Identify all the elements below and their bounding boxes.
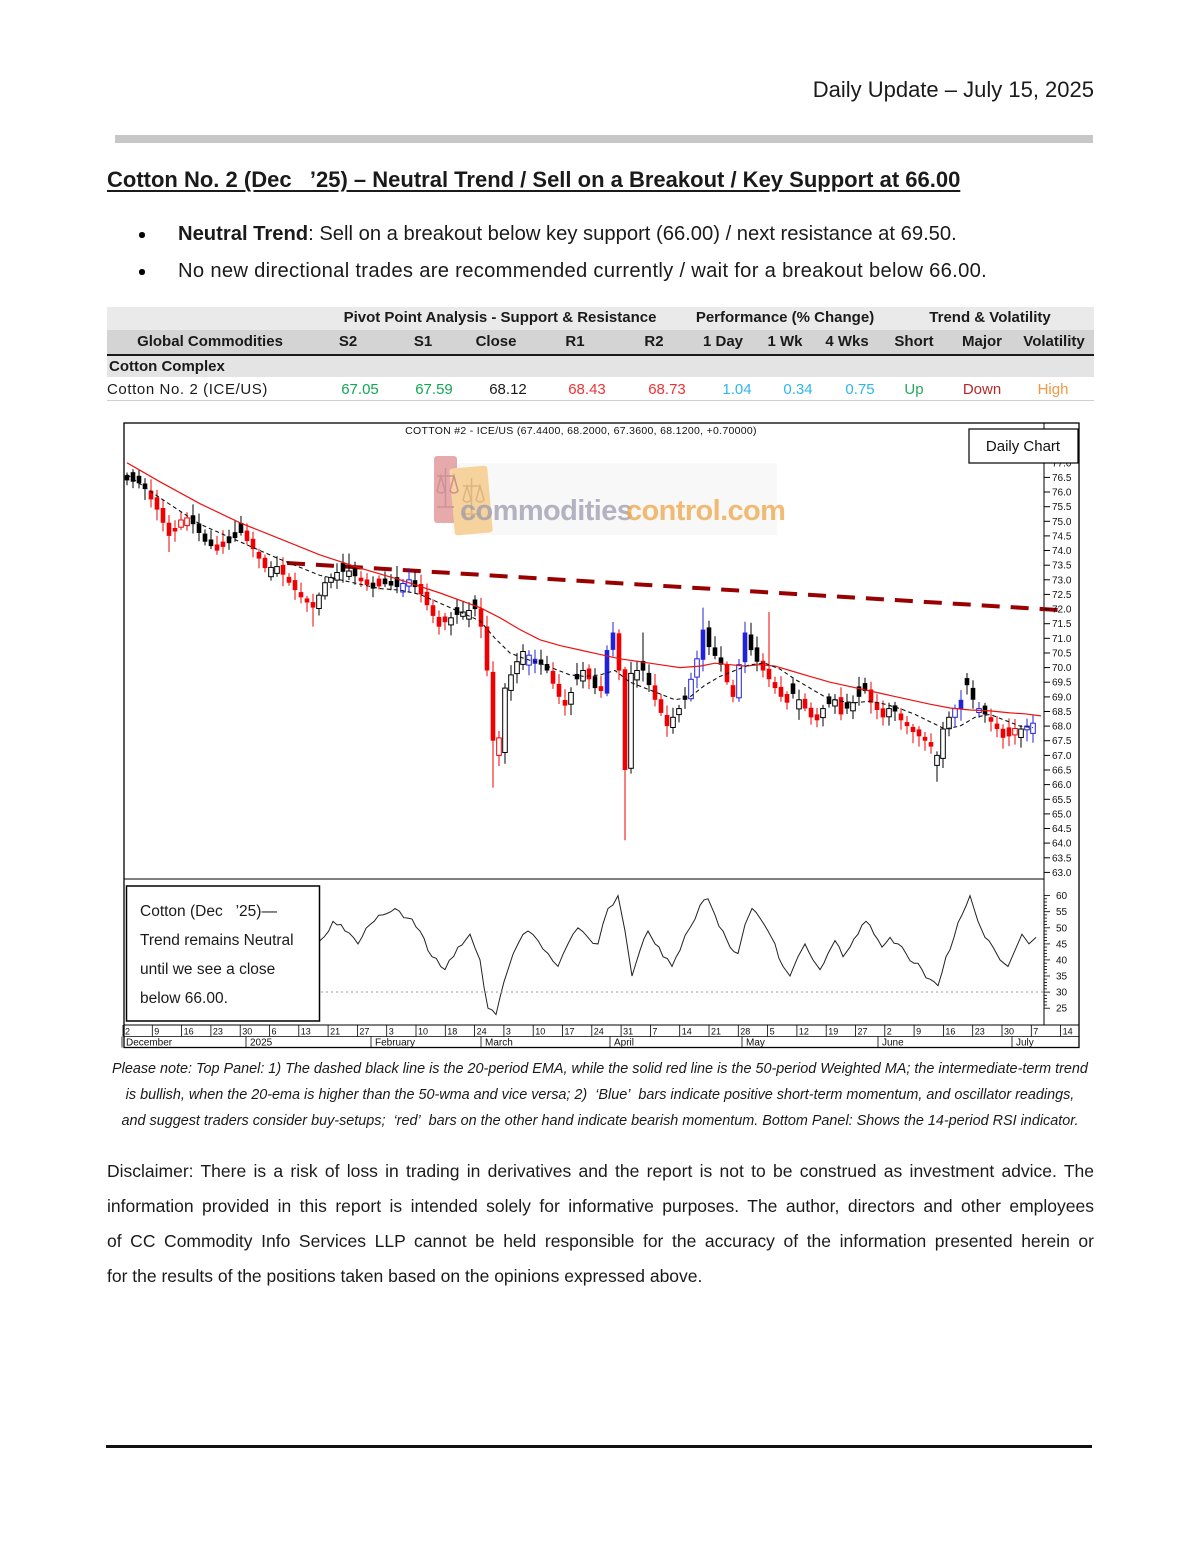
svg-text:27: 27 — [359, 1027, 369, 1037]
svg-text:commodities: commodities — [460, 495, 632, 527]
svg-text:50: 50 — [1056, 923, 1068, 934]
svg-text:75.5: 75.5 — [1052, 502, 1072, 513]
svg-text:71.5: 71.5 — [1052, 619, 1072, 630]
svg-text:72.5: 72.5 — [1052, 590, 1072, 601]
svg-text:7: 7 — [652, 1027, 657, 1037]
svg-text:21: 21 — [711, 1027, 721, 1037]
svg-text:9: 9 — [154, 1027, 159, 1037]
svg-text:68.0: 68.0 — [1052, 722, 1072, 733]
svg-text:December: December — [126, 1038, 173, 1049]
svg-text:below 66.00.: below 66.00. — [140, 990, 228, 1007]
svg-text:70.0: 70.0 — [1052, 663, 1072, 674]
svg-text:30: 30 — [1056, 988, 1068, 999]
svg-text:74.5: 74.5 — [1052, 531, 1072, 542]
svg-text:30: 30 — [1004, 1027, 1014, 1037]
svg-text:30: 30 — [242, 1027, 252, 1037]
svg-text:16: 16 — [184, 1027, 194, 1037]
svg-text:control.com: control.com — [626, 495, 785, 527]
svg-text:24: 24 — [594, 1027, 604, 1037]
svg-text:74.0: 74.0 — [1052, 546, 1072, 557]
svg-text:Trend remains Neutral: Trend remains Neutral — [140, 932, 294, 949]
svg-text:16: 16 — [945, 1027, 955, 1037]
svg-text:75.0: 75.0 — [1052, 517, 1072, 528]
svg-text:66.0: 66.0 — [1052, 780, 1072, 791]
svg-text:45: 45 — [1056, 939, 1068, 950]
svg-text:60: 60 — [1056, 891, 1068, 902]
svg-text:March: March — [485, 1038, 513, 1049]
svg-text:24: 24 — [477, 1027, 487, 1037]
svg-text:69.5: 69.5 — [1052, 678, 1072, 689]
svg-text:3: 3 — [389, 1027, 394, 1037]
svg-text:40: 40 — [1056, 955, 1068, 966]
svg-text:5: 5 — [770, 1027, 775, 1037]
svg-text:65.5: 65.5 — [1052, 795, 1072, 806]
svg-text:until we see a close: until we see a close — [140, 961, 275, 978]
svg-text:18: 18 — [447, 1027, 457, 1037]
svg-text:64.5: 64.5 — [1052, 824, 1072, 835]
svg-text:10: 10 — [418, 1027, 428, 1037]
svg-text:35: 35 — [1056, 972, 1068, 983]
svg-text:3: 3 — [506, 1027, 511, 1037]
svg-text:23: 23 — [213, 1027, 223, 1037]
svg-text:9: 9 — [916, 1027, 921, 1037]
svg-text:63.0: 63.0 — [1052, 868, 1072, 879]
svg-text:April: April — [614, 1038, 634, 1049]
svg-text:66.5: 66.5 — [1052, 766, 1072, 777]
svg-text:10: 10 — [535, 1027, 545, 1037]
svg-text:55: 55 — [1056, 907, 1068, 918]
svg-text:77.0: 77.0 — [1052, 458, 1072, 469]
svg-text:19: 19 — [828, 1027, 838, 1037]
svg-text:28: 28 — [740, 1027, 750, 1037]
svg-text:72.0: 72.0 — [1052, 605, 1072, 616]
svg-text:May: May — [746, 1038, 765, 1049]
svg-text:2: 2 — [887, 1027, 892, 1037]
svg-text:COTTON #2 - ICE/US (67.4400, 6: COTTON #2 - ICE/US (67.4400, 68.2000, 67… — [405, 425, 757, 437]
svg-text:July: July — [1016, 1038, 1034, 1049]
svg-text:70.5: 70.5 — [1052, 649, 1072, 660]
svg-text:14: 14 — [1063, 1027, 1073, 1037]
svg-text:73.5: 73.5 — [1052, 561, 1072, 572]
svg-text:Cotton (Dec ’25)—: Cotton (Dec ’25)— — [140, 903, 277, 920]
svg-text:67.0: 67.0 — [1052, 751, 1072, 762]
svg-text:63.5: 63.5 — [1052, 853, 1072, 864]
svg-text:76.0: 76.0 — [1052, 488, 1072, 499]
svg-text:February: February — [375, 1038, 415, 1049]
svg-text:12: 12 — [799, 1027, 809, 1037]
svg-text:68.5: 68.5 — [1052, 707, 1072, 718]
svg-text:73.0: 73.0 — [1052, 575, 1072, 586]
svg-text:2025: 2025 — [250, 1038, 273, 1049]
svg-text:64.0: 64.0 — [1052, 839, 1072, 850]
svg-text:31: 31 — [623, 1027, 633, 1037]
svg-text:6: 6 — [272, 1027, 277, 1037]
svg-text:June: June — [882, 1038, 904, 1049]
svg-text:14: 14 — [682, 1027, 692, 1037]
svg-text:Daily Chart: Daily Chart — [986, 438, 1061, 455]
svg-text:7: 7 — [1033, 1027, 1038, 1037]
svg-text:25: 25 — [1056, 1004, 1068, 1015]
svg-text:65.0: 65.0 — [1052, 809, 1072, 820]
svg-text:69.0: 69.0 — [1052, 692, 1072, 703]
svg-text:2: 2 — [125, 1027, 130, 1037]
svg-text:13: 13 — [301, 1027, 311, 1037]
svg-text:76.5: 76.5 — [1052, 473, 1072, 484]
svg-text:17: 17 — [565, 1027, 575, 1037]
svg-text:23: 23 — [975, 1027, 985, 1037]
svg-text:21: 21 — [330, 1027, 340, 1037]
svg-text:67.5: 67.5 — [1052, 736, 1072, 747]
svg-text:71.0: 71.0 — [1052, 634, 1072, 645]
svg-text:27: 27 — [858, 1027, 868, 1037]
